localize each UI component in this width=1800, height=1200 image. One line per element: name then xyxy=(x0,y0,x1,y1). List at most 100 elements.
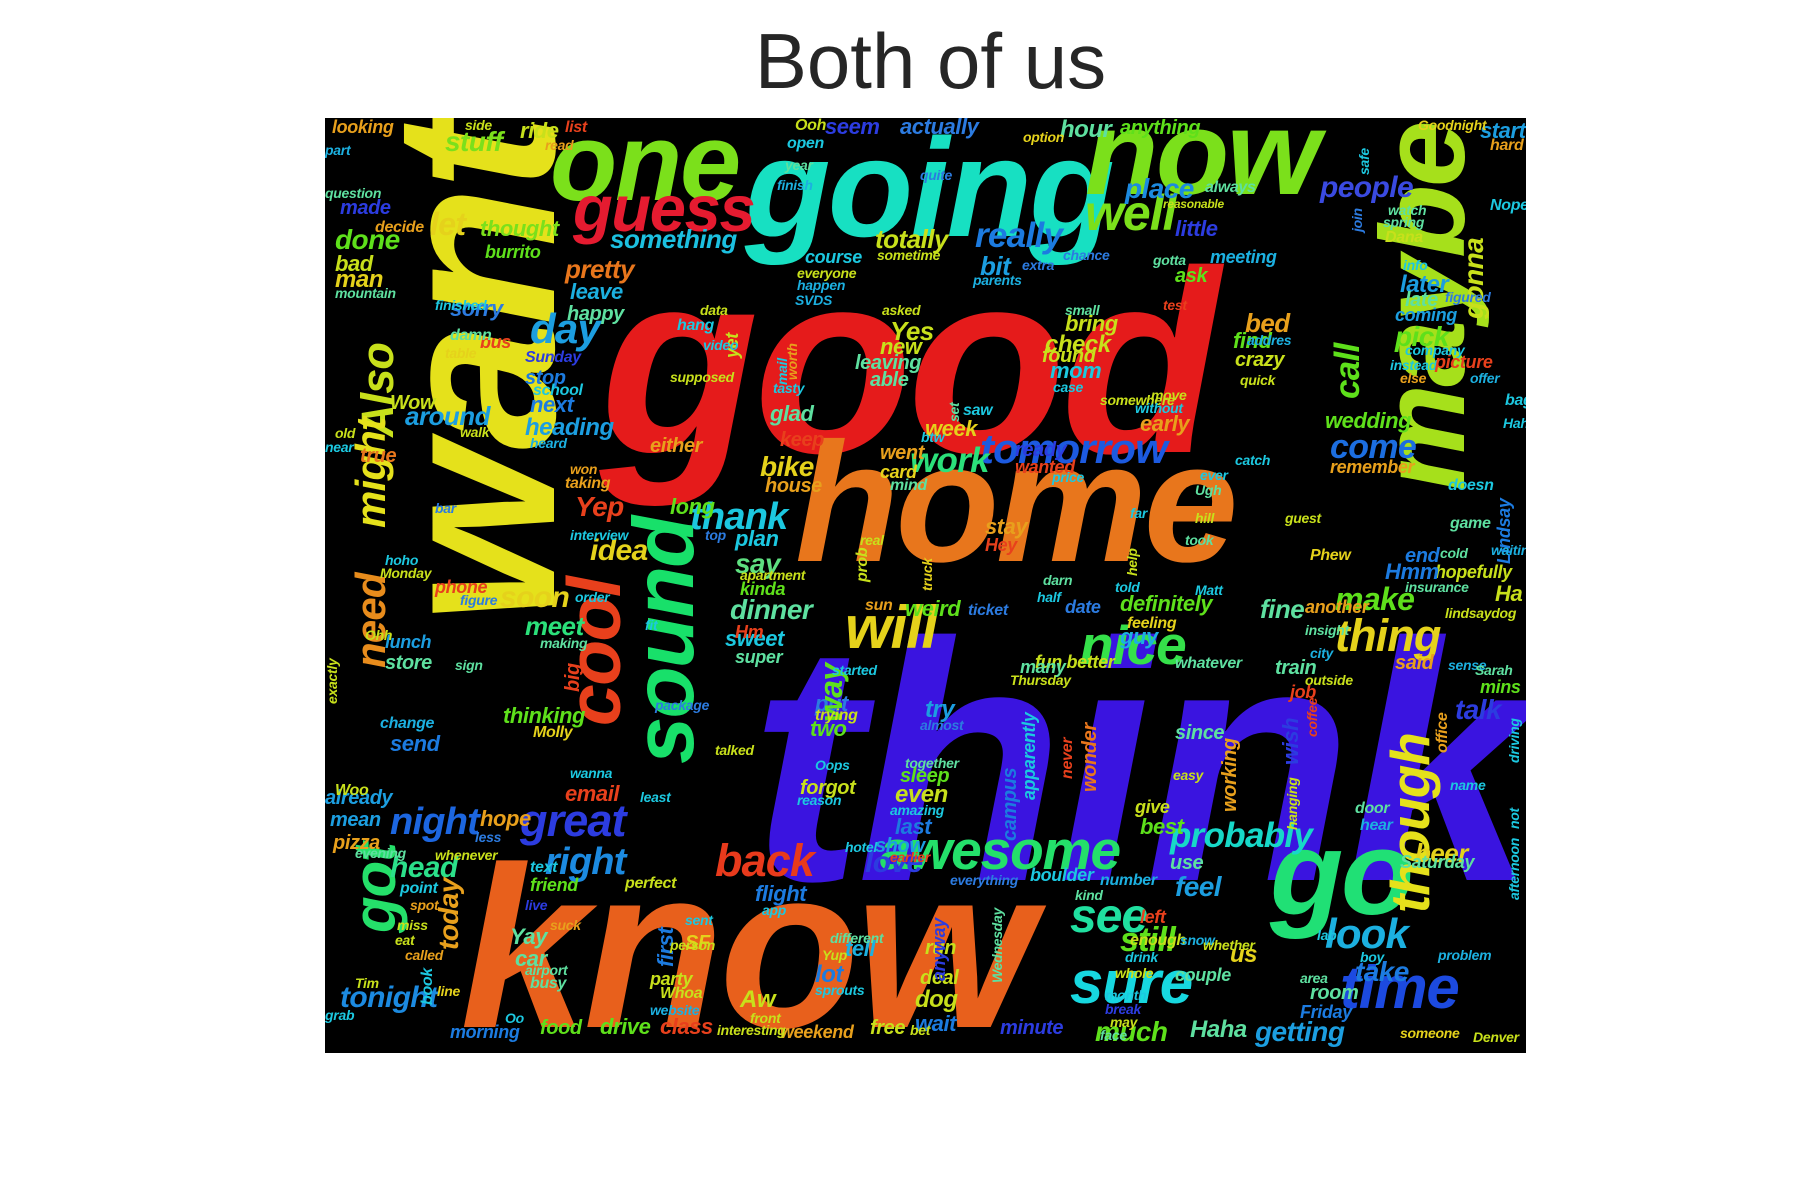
word-yes: Yes xyxy=(890,316,934,346)
word-phone: phone xyxy=(435,577,488,597)
word-day: day xyxy=(530,305,601,352)
word-since: since xyxy=(1175,722,1225,744)
word-yup: Yup xyxy=(822,947,848,963)
word-game: game xyxy=(1450,515,1491,532)
word-prob: prob xyxy=(854,547,871,582)
word-meet: meet xyxy=(525,611,584,641)
word-least: least xyxy=(640,789,671,805)
word-boy: boy xyxy=(1360,949,1385,965)
word-beer: beer xyxy=(1415,838,1468,868)
word-city: city xyxy=(1310,645,1334,661)
word-apartment: apartment xyxy=(740,567,806,583)
word-forgot: forgot xyxy=(800,777,856,799)
word-different: different xyxy=(830,930,884,946)
word-wait: wait xyxy=(915,1011,957,1036)
word-somewhere: somewhere xyxy=(1100,392,1175,408)
word-suck: suck xyxy=(550,917,581,933)
word-person: person xyxy=(670,937,715,953)
word-definitely: definitely xyxy=(1120,591,1213,616)
word-leave: leave xyxy=(570,279,623,304)
word-hoho: hoho xyxy=(385,552,419,568)
word-probably: probably xyxy=(1170,816,1313,855)
word-wednesday: Wednesday xyxy=(989,907,1005,983)
word-come: come xyxy=(1330,428,1417,466)
word-ever: ever xyxy=(1200,467,1228,483)
word-case: case xyxy=(1053,379,1084,395)
word-trying: trying xyxy=(815,707,858,724)
word-never: never xyxy=(1059,737,1076,779)
word-take: take xyxy=(1355,956,1409,987)
word-might: might xyxy=(347,417,394,528)
word-cloud: think good know want home going maybe now one go s… xyxy=(325,118,1526,1053)
word-deal: deal xyxy=(920,967,959,989)
word-stuff: stuff xyxy=(445,126,503,157)
word-earlier: earlier xyxy=(890,849,931,865)
word-stay: stay xyxy=(985,514,1028,539)
word-bus: bus xyxy=(480,332,511,352)
word-monday: Monday xyxy=(380,565,432,581)
word-train: train xyxy=(1275,657,1317,679)
word-line: line xyxy=(437,983,460,999)
word-crazy: crazy xyxy=(1235,349,1285,371)
word-couple: couple xyxy=(1175,965,1231,985)
word-job: job xyxy=(1290,682,1316,702)
word-saturday: Saturday xyxy=(1400,852,1475,872)
word-option: option xyxy=(1023,129,1065,145)
word-molly: Molly xyxy=(533,724,573,741)
word-new: new xyxy=(880,334,922,359)
word-long: long xyxy=(670,494,715,519)
word-bar: bar xyxy=(435,500,456,516)
word-matt: Matt xyxy=(1195,582,1223,598)
word-busy: busy xyxy=(530,975,567,992)
word-sprouts: sprouts xyxy=(815,982,865,998)
word-back: back xyxy=(715,835,815,886)
word-hour: hour xyxy=(1060,118,1112,143)
word-grab: grab xyxy=(325,1007,355,1023)
word-start: start xyxy=(1480,118,1526,143)
word-night: night xyxy=(390,801,480,843)
word-whoa: Whoa xyxy=(660,985,703,1002)
word-tim: Tim xyxy=(355,975,379,991)
word-easy: easy xyxy=(1173,767,1204,783)
word-watch: watch xyxy=(1388,202,1427,218)
word-made: made xyxy=(340,197,391,219)
word-left: left xyxy=(1140,907,1166,927)
word-waiting: waiting xyxy=(1491,542,1526,558)
word-yay: Yay xyxy=(510,924,548,949)
word-weekend: weekend xyxy=(780,1022,854,1042)
word-problem: problem xyxy=(1438,947,1492,963)
word-nice: nice xyxy=(1080,614,1187,676)
word-thursday: Thursday xyxy=(1010,672,1071,688)
word-either: either xyxy=(650,435,703,457)
word-done: done xyxy=(335,224,400,255)
word-less: less xyxy=(475,829,502,845)
word-price: price xyxy=(1052,469,1085,485)
word-safe: safe xyxy=(1356,148,1372,175)
word-sleep: sleep xyxy=(900,765,950,787)
word-miss: miss xyxy=(397,917,428,933)
word-insight: insight xyxy=(1305,622,1349,638)
word-tell: tell xyxy=(845,936,876,961)
word-seem: seem xyxy=(825,118,880,139)
word-ugh: Ugh xyxy=(1195,482,1222,498)
word-another: another xyxy=(1305,597,1369,617)
word-party: party xyxy=(650,969,693,989)
word-mins: mins xyxy=(1480,677,1521,697)
word-check: check xyxy=(1045,331,1111,358)
word-instead: instead xyxy=(1390,357,1438,373)
word-point: point xyxy=(400,880,438,897)
word-finished: finished xyxy=(435,297,487,313)
word-date: date xyxy=(1065,597,1101,617)
word-lab: lab xyxy=(1317,927,1337,943)
word-aw: Aw xyxy=(740,986,776,1013)
word-fine: fine xyxy=(1260,594,1305,624)
word-whether: whether xyxy=(1203,937,1255,953)
word-flight: flight xyxy=(755,881,807,906)
word-coming: coming xyxy=(1395,305,1457,325)
word-everything: everything xyxy=(950,872,1018,888)
word-show: show xyxy=(875,835,925,857)
word-figure: figure xyxy=(460,592,498,608)
word-ride: ride xyxy=(520,118,559,143)
word-won: won xyxy=(570,461,598,477)
word-join: join xyxy=(1349,208,1365,232)
